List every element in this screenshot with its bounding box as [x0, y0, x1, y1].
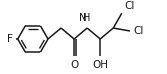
Text: N: N	[78, 13, 86, 23]
Text: Cl: Cl	[133, 26, 143, 36]
Text: F: F	[7, 34, 13, 44]
Text: O: O	[70, 60, 78, 70]
Text: Cl: Cl	[125, 1, 135, 11]
Text: OH: OH	[92, 60, 108, 70]
Text: H: H	[82, 13, 90, 23]
